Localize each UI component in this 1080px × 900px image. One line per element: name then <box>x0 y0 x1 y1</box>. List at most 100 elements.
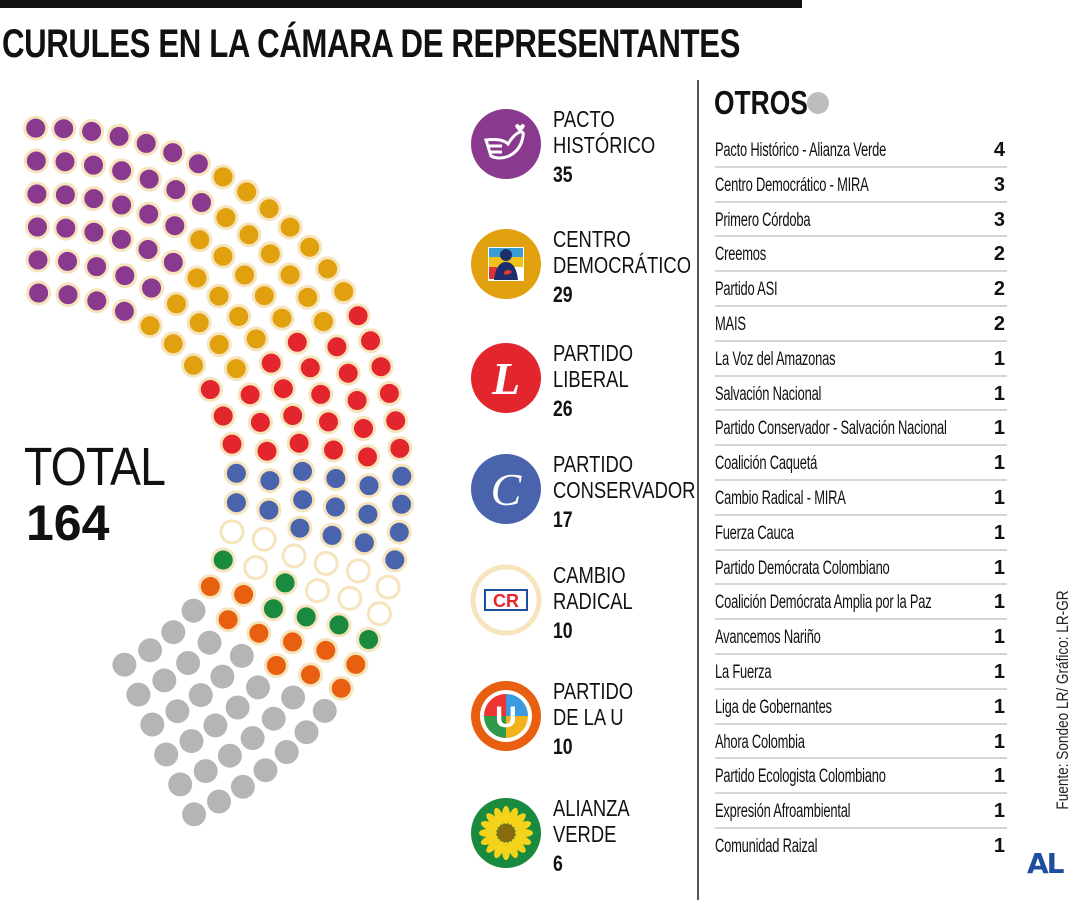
otros-seat-count: 1 <box>993 765 1005 788</box>
seat-pacto-histórico <box>24 214 50 240</box>
otros-seat-count: 1 <box>993 695 1005 718</box>
otros-seat-count: 1 <box>993 417 1005 440</box>
seat-partido-liberal <box>344 388 370 413</box>
legend-item-cambio-radical: CR CAMBIO RADICAL 10 <box>460 562 695 664</box>
seat-otros <box>274 740 299 764</box>
seat-pacto-histórico <box>55 248 80 274</box>
seat-partido-conservador <box>323 466 349 491</box>
legend-party-name: DEMOCRÁTICO <box>553 252 691 278</box>
seat-otros <box>230 774 255 799</box>
seat-pacto-histórico <box>81 186 107 212</box>
seat-otros <box>154 742 179 767</box>
seat-pacto-histórico <box>109 158 135 184</box>
seat-partido-liberal <box>286 430 312 456</box>
seat-otros <box>181 598 206 623</box>
seat-pacto-histórico <box>24 181 50 207</box>
seat-partido-liberal <box>258 350 284 376</box>
seat-pacto-histórico <box>136 201 162 227</box>
seat-partido-liberal <box>368 354 394 380</box>
sunflower-icon <box>471 798 541 868</box>
otros-seat-count: 2 <box>993 278 1005 301</box>
seat-centro-democrático <box>226 304 252 329</box>
legend-party-name: LIBERAL <box>553 366 629 392</box>
legend-party-name: CAMBIO <box>553 562 626 588</box>
seat-centro-democrático <box>243 326 269 352</box>
seat-partido-liberal <box>335 360 361 386</box>
otros-row: Partido Conservador - Salvación Nacional… <box>715 411 1007 447</box>
seat-partido-conservador <box>290 487 316 513</box>
seat-otros <box>197 630 222 655</box>
otros-seat-count: 1 <box>993 626 1005 649</box>
silhouette-icon <box>471 229 541 299</box>
seat-centro-democrático <box>206 283 232 309</box>
chart-title: CURULES EN LA CÁMARA DE REPRESENTANTES <box>2 22 741 66</box>
seat-pacto-histórico <box>51 116 77 142</box>
dove-icon <box>471 109 541 179</box>
column-divider <box>697 80 699 900</box>
seat-otros <box>165 699 190 724</box>
otros-color-swatch <box>807 92 829 114</box>
otros-seat-count: 1 <box>993 347 1005 370</box>
otros-seat-count: 3 <box>993 173 1005 196</box>
seat-partido-liberal <box>237 382 263 408</box>
otros-seat-count: 1 <box>993 800 1005 823</box>
seat-pacto-histórico <box>109 192 135 218</box>
legend-party-name: PARTIDO <box>553 340 634 366</box>
legend-seat-count: 17 <box>553 507 573 532</box>
seat-pacto-histórico <box>136 166 162 192</box>
otros-party-name: Coalición Demócrata Amplia por la Paz <box>715 592 932 614</box>
otros-seat-count: 1 <box>993 452 1005 475</box>
seat-otros <box>193 759 218 784</box>
seat-otros <box>112 652 137 677</box>
otros-party-name: Expresión Afroambiental <box>715 801 851 823</box>
seat-centro-democrático <box>315 256 341 282</box>
seat-centro-democrático <box>210 243 236 269</box>
seat-partido-conservador <box>389 491 415 517</box>
otros-party-name: Cambio Radical - MIRA <box>715 487 846 509</box>
seat-otros <box>168 772 193 797</box>
seat-pacto-histórico <box>53 215 79 241</box>
seat-partido-conservador <box>257 468 283 494</box>
legend-party-name: PARTIDO <box>553 451 634 477</box>
otros-party-name: Partido Ecologista Colombiano <box>715 766 886 788</box>
otros-seat-count: 2 <box>993 312 1005 335</box>
seat-partido-liberal <box>280 403 306 428</box>
otros-row: Avancemos Nariño 1 <box>715 620 1007 655</box>
legend-party-name: HISTÓRICO <box>553 132 656 158</box>
legend-seat-count: 26 <box>553 396 573 421</box>
seat-centro-democrático <box>187 227 213 253</box>
seat-centro-democrático <box>297 234 323 260</box>
seat-pacto-histórico <box>26 280 52 306</box>
seat-partido-conservador <box>223 460 249 486</box>
otros-party-name: Liga de Gobernantes <box>715 696 832 718</box>
seat-otros <box>140 712 165 737</box>
legend-seat-count: 35 <box>553 162 573 187</box>
seat-centro-democrático <box>206 332 232 357</box>
liberal-l-icon: L <box>471 343 541 413</box>
legend-party-name: CENTRO <box>553 226 631 252</box>
otros-row: Cambio Radical - MIRA 1 <box>715 481 1007 516</box>
seat-otros <box>203 713 228 738</box>
seat-partido-de-la-u <box>197 574 223 599</box>
brand-logo: AL <box>1027 847 1064 880</box>
otros-row: Salvación Nacional 1 <box>715 377 1007 412</box>
seat-centro-democrático <box>213 205 239 231</box>
seat-partido-de-la-u <box>263 653 289 678</box>
seat-otros <box>217 743 242 768</box>
seat-partido-liberal <box>210 403 236 429</box>
seat-centro-democrático <box>251 283 277 309</box>
seat-otros <box>294 720 319 745</box>
seat-cambio-radical <box>305 578 330 604</box>
otros-seat-count: 1 <box>993 730 1005 753</box>
seat-partido-de-la-u <box>215 607 241 633</box>
seat-pacto-histórico <box>189 190 214 215</box>
seat-cambio-radical <box>243 555 269 581</box>
seat-partido-liberal <box>383 408 409 434</box>
otros-party-name: La Fuerza <box>715 661 772 683</box>
seat-pacto-histórico <box>55 282 81 308</box>
otros-party-name: Creemos <box>715 244 766 266</box>
seat-partido-conservador <box>223 490 249 516</box>
otros-title: OTROS <box>714 84 808 121</box>
otros-seat-count: 1 <box>993 660 1005 683</box>
legend-seat-count: 29 <box>553 282 573 307</box>
